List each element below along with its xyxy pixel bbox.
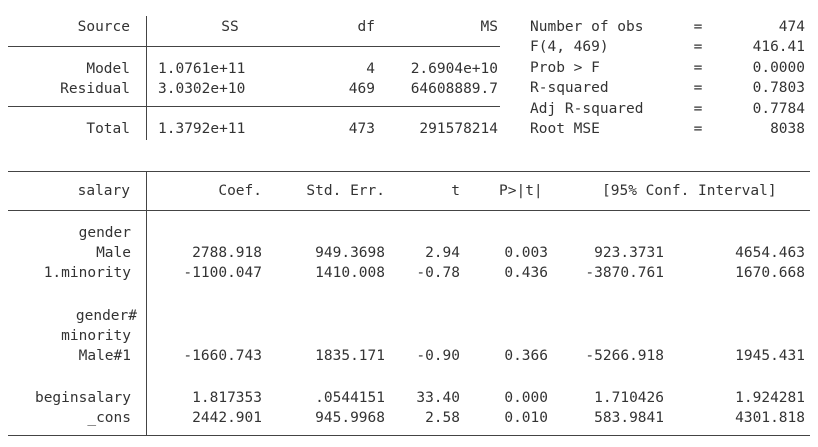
coef-cell-ci-low: 583.9841 — [594, 410, 664, 426]
stat-label: Root MSE — [530, 121, 600, 137]
stat-equals: = — [693, 39, 703, 55]
coef-cell-p: 0.003 — [504, 245, 548, 261]
anova-cell-ss: 1.0761e+11 — [158, 61, 246, 77]
stat-value: 0.0000 — [752, 60, 805, 76]
coef-bottom-rule — [8, 435, 810, 436]
coef-cell-p: 0.000 — [504, 390, 548, 406]
coef-cell-p: 0.436 — [504, 265, 548, 281]
coef-cell-coef: -1660.743 — [183, 348, 262, 364]
stat-equals: = — [693, 60, 703, 76]
anova-header-df: df — [357, 19, 375, 35]
coef-cell-ci-high: 1670.668 — [735, 265, 805, 281]
coef-header-t: t — [451, 183, 460, 199]
coef-cell-ci-high: 4301.818 — [735, 410, 805, 426]
coef-cell-t: -0.90 — [416, 348, 460, 364]
coef-header-var: salary — [77, 183, 130, 199]
coef-cell-t: 33.40 — [416, 390, 460, 406]
coef-cell-coef: 2788.918 — [192, 245, 262, 261]
anova-vertical-rule — [146, 16, 147, 140]
anova-header-ss: SS — [221, 19, 239, 35]
coef-cell-se: 945.9968 — [315, 410, 385, 426]
stat-value: 0.7803 — [752, 80, 805, 96]
stat-equals: = — [693, 80, 703, 96]
stat-label: Prob > F — [530, 60, 600, 76]
coef-cell-t: 2.58 — [425, 410, 460, 426]
anova-total-rule — [8, 106, 500, 107]
anova-header-rule — [8, 46, 500, 47]
coef-cell-ci-low: 1.710426 — [594, 390, 664, 406]
stat-value: 416.41 — [752, 39, 805, 55]
coef-cell-ci-low: -5266.918 — [585, 348, 664, 364]
anova-cell-df: 469 — [348, 81, 375, 97]
anova-row-label: Residual — [60, 81, 130, 97]
stat-value: 474 — [778, 19, 805, 35]
anova-total-ss: 1.3792e+11 — [158, 121, 246, 137]
coef-group-label: gender# — [75, 308, 137, 324]
coef-cell-coef: 2442.901 — [192, 410, 262, 426]
coef-header-se: Std. Err. — [306, 183, 385, 199]
coef-cell-se: .0544151 — [315, 390, 385, 406]
anova-total-ms: 291578214 — [419, 121, 498, 137]
stat-value: 8038 — [770, 121, 805, 137]
stat-label: Adj R-squared — [530, 101, 644, 117]
coef-cell-p: 0.366 — [504, 348, 548, 364]
coef-row-label: Male#1 — [78, 348, 131, 364]
coef-group-label: gender — [78, 225, 131, 241]
coef-cell-p: 0.010 — [504, 410, 548, 426]
anova-row-label: Model — [86, 61, 130, 77]
coef-header-ci: [95% Conf. Interval] — [602, 183, 777, 199]
anova-total-df: 473 — [348, 121, 375, 137]
coef-cell-ci-high: 1945.431 — [735, 348, 805, 364]
coef-cell-ci-high: 1.924281 — [735, 390, 805, 406]
anova-cell-ms: 64608889.7 — [410, 81, 498, 97]
coef-row-label: 1.minority — [43, 265, 131, 281]
coef-cell-t: -0.78 — [416, 265, 460, 281]
anova-cell-ss: 3.0302e+10 — [158, 81, 246, 97]
stat-equals: = — [693, 121, 703, 137]
coef-cell-ci-low: 923.3731 — [594, 245, 664, 261]
anova-cell-df: 4 — [366, 61, 375, 77]
coef-cell-se: 1835.171 — [315, 348, 385, 364]
stat-equals: = — [693, 101, 703, 117]
stat-label: F(4, 469) — [530, 39, 609, 55]
anova-cell-ms: 2.6904e+10 — [410, 61, 498, 77]
coef-cell-coef: -1100.047 — [183, 265, 262, 281]
coef-vertical-rule — [146, 171, 147, 435]
coef-header-p: P>|t| — [499, 183, 543, 199]
coef-cell-se: 949.3698 — [315, 245, 385, 261]
stat-value: 0.7784 — [752, 101, 805, 117]
coef-cell-ci-low: -3870.761 — [585, 265, 664, 281]
coef-header-rule — [8, 210, 810, 211]
coef-cell-t: 2.94 — [425, 245, 460, 261]
stat-label: Number of obs — [530, 19, 644, 35]
anova-total-label: Total — [86, 121, 130, 137]
coef-header-coef: Coef. — [218, 183, 262, 199]
coef-row-label: _cons — [87, 410, 131, 426]
coef-top-rule — [8, 171, 810, 172]
coef-group-label: minority — [61, 328, 131, 344]
anova-header-ms: MS — [480, 19, 498, 35]
coef-cell-se: 1410.008 — [315, 265, 385, 281]
coef-cell-coef: 1.817353 — [192, 390, 262, 406]
coef-row-label: Male — [96, 245, 131, 261]
anova-header-source: Source — [77, 19, 130, 35]
coef-cell-ci-high: 4654.463 — [735, 245, 805, 261]
stat-label: R-squared — [530, 80, 609, 96]
stat-equals: = — [693, 19, 703, 35]
coef-row-label: beginsalary — [34, 390, 131, 406]
